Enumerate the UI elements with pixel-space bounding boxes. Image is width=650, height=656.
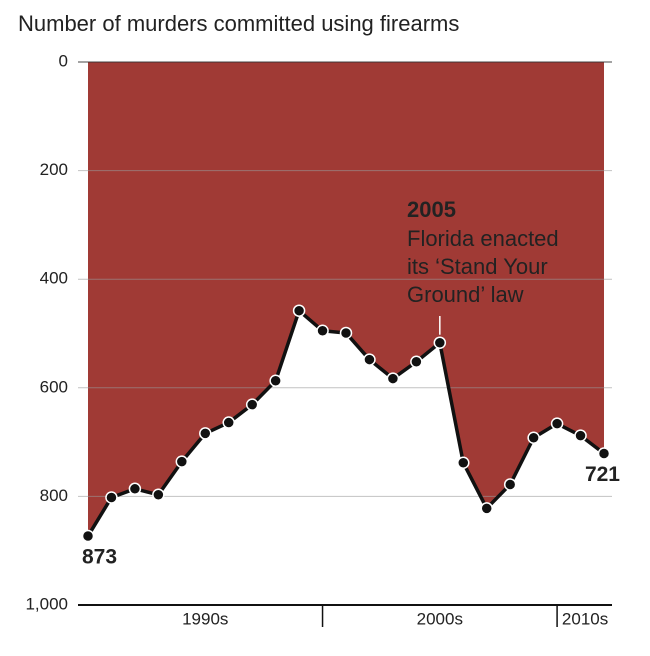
data-label: 873 — [82, 546, 117, 569]
point — [222, 416, 235, 429]
point — [410, 355, 423, 368]
y-tick-label: 600 — [40, 377, 68, 396]
point — [175, 455, 189, 468]
x-group-label: 2010s — [562, 609, 608, 628]
point — [597, 447, 611, 460]
point — [199, 427, 212, 440]
point — [292, 304, 306, 317]
point — [245, 398, 259, 411]
annotation-year: 2005 — [407, 197, 456, 222]
y-tick-label: 0 — [59, 51, 68, 70]
x-group-label: 2000s — [417, 609, 463, 628]
annotation-text: its ‘Stand Your — [407, 254, 548, 279]
point — [386, 372, 400, 385]
area — [88, 62, 604, 537]
point — [81, 529, 95, 543]
point — [339, 326, 353, 340]
point — [269, 374, 282, 387]
point — [363, 353, 376, 366]
annotation-text: Ground’ law — [407, 282, 524, 307]
x-group-label: 1990s — [182, 609, 228, 628]
point — [316, 324, 329, 338]
chart-title: Number of murders committed using firear… — [18, 11, 459, 36]
y-tick-label: 800 — [40, 486, 68, 505]
point — [550, 417, 564, 430]
point — [480, 502, 493, 515]
point — [457, 456, 470, 469]
annotation-text: Florida enacted — [407, 226, 559, 251]
point — [527, 431, 540, 445]
point — [105, 491, 118, 504]
point — [574, 429, 587, 442]
point — [152, 488, 165, 502]
y-tick-label: 200 — [40, 160, 68, 179]
y-tick-label: 400 — [40, 269, 68, 288]
data-label: 721 — [585, 463, 620, 486]
point — [128, 482, 142, 496]
point — [433, 336, 447, 349]
y-tick-label: 1,000 — [25, 594, 68, 613]
point — [503, 478, 517, 491]
